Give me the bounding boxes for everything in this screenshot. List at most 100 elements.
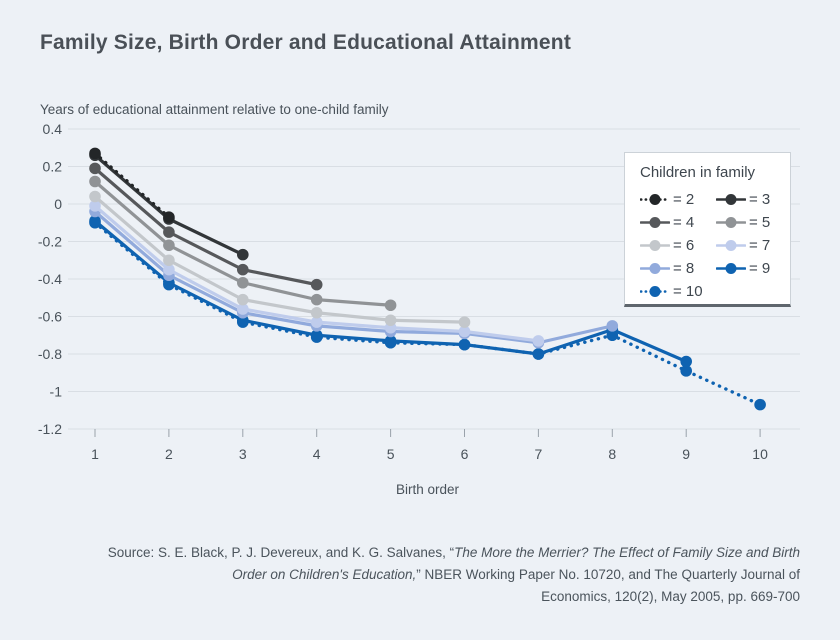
legend-item-6: = 6 bbox=[640, 234, 716, 257]
series-family-7 bbox=[89, 200, 545, 347]
data-point-f9-bo9 bbox=[680, 355, 692, 368]
data-point-f9-bo4 bbox=[310, 329, 323, 342]
data-point-f7-bo4 bbox=[310, 316, 323, 328]
legend-label-7: = 7 bbox=[749, 237, 771, 254]
legend-label-5: = 5 bbox=[749, 214, 771, 231]
x-axis-label: Birth order bbox=[395, 482, 460, 497]
legend-swatch-10-icon bbox=[640, 286, 670, 297]
data-point-f7-bo7 bbox=[532, 335, 545, 347]
y-tick--0.2: -0.2 bbox=[38, 234, 62, 250]
legend-item-9: = 9 bbox=[716, 257, 786, 280]
legend-item-5: = 5 bbox=[716, 211, 786, 234]
data-point-f5-bo1 bbox=[89, 175, 101, 188]
data-point-f9-bo1 bbox=[89, 215, 101, 227]
series-line-8 bbox=[93, 209, 614, 345]
source-text-italic: The More the Merrier? The Effect of Fami… bbox=[454, 545, 800, 560]
x-tick-5: 5 bbox=[387, 446, 395, 462]
legend-label-2: = 2 bbox=[673, 191, 695, 208]
y-tick-0.2: 0.2 bbox=[43, 159, 63, 175]
legend-item-4: = 4 bbox=[640, 211, 716, 234]
y-tick--0.8: -0.8 bbox=[38, 346, 62, 362]
legend-item-8: = 8 bbox=[640, 257, 716, 280]
y-tick--0.4: -0.4 bbox=[38, 271, 62, 287]
x-tick-7: 7 bbox=[535, 446, 543, 462]
legend-label-10: = 10 bbox=[673, 283, 703, 300]
data-point-f2-bo2 bbox=[163, 211, 175, 223]
legend-items: = 2 = 3 = 4 = 5 = 6 = 7 = 8 = 9 = 10 bbox=[640, 188, 790, 303]
x-tick-4: 4 bbox=[313, 446, 321, 462]
data-point-f5-bo4 bbox=[310, 293, 323, 306]
y-tick--0.6: -0.6 bbox=[38, 309, 62, 325]
y-tick--1: -1 bbox=[50, 384, 63, 400]
source-line-3: Economics, 120(2), May 2005, pp. 669-700 bbox=[55, 586, 800, 608]
legend-swatch-7-icon bbox=[716, 240, 746, 251]
data-point-f5-bo3 bbox=[237, 276, 249, 289]
legend-item-7: = 7 bbox=[716, 234, 786, 257]
data-point-f4-bo2 bbox=[163, 226, 175, 238]
legend-item-3: = 3 bbox=[716, 188, 786, 211]
series-lines bbox=[89, 147, 766, 411]
source-line-2: Order on Children's Education,” NBER Wor… bbox=[55, 564, 800, 586]
x-tick-10: 10 bbox=[752, 446, 768, 462]
data-point-f6-bo4 bbox=[310, 306, 323, 319]
data-point-f2-bo1 bbox=[89, 147, 101, 160]
y-tick--1.2: -1.2 bbox=[38, 421, 62, 437]
data-point-f6-bo2 bbox=[163, 254, 175, 267]
data-point-f6-bo1 bbox=[89, 190, 101, 203]
data-point-f8-bo8 bbox=[606, 320, 619, 332]
data-point-f4-bo4 bbox=[310, 278, 323, 291]
data-point-f10-bo9 bbox=[680, 365, 692, 377]
legend-item-10: = 10 bbox=[640, 280, 716, 303]
source-line-1: Source: S. E. Black, P. J. Devereux, and… bbox=[55, 542, 800, 564]
legend-label-3: = 3 bbox=[749, 191, 771, 208]
legend-swatch-9-icon bbox=[716, 263, 746, 274]
source-citation: Source: S. E. Black, P. J. Devereux, and… bbox=[55, 542, 800, 608]
x-axis-ticks: 1 2 3 4 5 6 7 8 9 10 bbox=[91, 429, 768, 462]
data-point-f7-bo1 bbox=[89, 200, 101, 212]
data-point-f7-bo3 bbox=[237, 303, 249, 315]
legend-label-8: = 8 bbox=[673, 260, 695, 277]
data-point-f6-bo6 bbox=[458, 316, 471, 328]
series-line-4 bbox=[93, 166, 319, 287]
source-text: Source: S. E. Black, P. J. Devereux, and… bbox=[107, 545, 455, 560]
x-tick-8: 8 bbox=[608, 446, 616, 462]
series-family-2 bbox=[89, 147, 175, 223]
series-family-6 bbox=[89, 190, 471, 328]
y-tick-labels: 0.4 0.2 0 -0.2 -0.4 -0.6 -0.8 -1 -1.2 bbox=[38, 121, 62, 437]
legend-swatch-3-icon bbox=[716, 194, 746, 205]
legend-swatch-6-icon bbox=[640, 240, 670, 251]
x-tick-1: 1 bbox=[91, 446, 99, 462]
series-family-5 bbox=[89, 175, 397, 312]
data-point-f7-bo2 bbox=[163, 263, 175, 276]
legend-swatch-8-icon bbox=[640, 263, 670, 274]
data-point-f6-bo5 bbox=[384, 314, 397, 327]
data-point-f9-bo5 bbox=[384, 335, 397, 347]
source-text: Economics, 120(2), May 2005, pp. 669-700 bbox=[541, 589, 800, 604]
data-point-f9-bo6 bbox=[458, 338, 471, 351]
x-tick-2: 2 bbox=[165, 446, 173, 462]
chart-title: Family Size, Birth Order and Educational… bbox=[40, 31, 572, 54]
data-point-f6-bo3 bbox=[237, 293, 249, 306]
legend-swatch-4-icon bbox=[640, 217, 670, 228]
data-point-f5-bo5 bbox=[384, 299, 397, 312]
data-point-f10-bo10 bbox=[754, 398, 766, 411]
legend-swatch-2-icon bbox=[640, 194, 670, 205]
source-text: ” NBER Working Paper No. 10720, and The … bbox=[416, 567, 800, 582]
y-tick-0: 0 bbox=[54, 196, 62, 212]
chart-legend: Children in family = 2 = 3 = 4 = 5 = 6 = 7 = 8… bbox=[624, 152, 791, 307]
data-point-f3-bo3 bbox=[237, 248, 249, 261]
source-text-italic: Order on Children's Education, bbox=[232, 567, 417, 582]
data-point-f7-bo6 bbox=[458, 325, 471, 338]
legend-item-2: = 2 bbox=[640, 188, 716, 211]
y-tick-0.4: 0.4 bbox=[43, 121, 63, 137]
series-line-2 bbox=[93, 151, 171, 219]
legend-label-4: = 4 bbox=[673, 214, 695, 231]
x-tick-6: 6 bbox=[461, 446, 469, 462]
x-tick-9: 9 bbox=[682, 446, 690, 462]
legend-title: Children in family bbox=[640, 164, 756, 181]
series-family-4 bbox=[89, 162, 323, 291]
data-point-f5-bo2 bbox=[163, 239, 175, 252]
data-point-f4-bo1 bbox=[89, 162, 101, 175]
data-point-f4-bo3 bbox=[237, 263, 249, 276]
